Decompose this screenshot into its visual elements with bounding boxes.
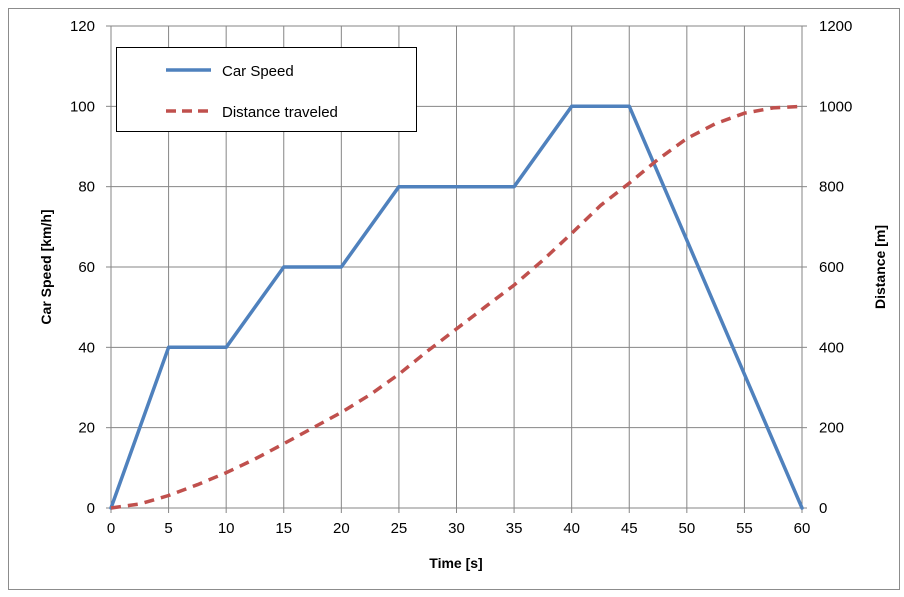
x-tick-label: 0	[107, 520, 115, 537]
series-group	[109, 104, 804, 510]
x-tick-label: 35	[506, 520, 523, 537]
x-tick-label: 5	[164, 520, 172, 537]
y-left-tick-label: 20	[78, 420, 95, 437]
x-tick-label: 45	[621, 520, 638, 537]
y-left-tick-label: 120	[70, 18, 95, 35]
x-tick-label: 60	[794, 520, 811, 537]
x-axis-title: Time [s]	[429, 555, 482, 571]
y-left-tick-label: 60	[78, 259, 95, 276]
y-right-tick-label: 400	[819, 339, 844, 356]
legend: Car Speed Distance traveled	[116, 47, 417, 132]
legend-label-car-speed: Car Speed	[222, 63, 294, 80]
y-right-tick-label: 600	[819, 259, 844, 276]
y-right-tick-label: 1000	[819, 98, 852, 115]
y-left-tick-label: 0	[87, 500, 95, 517]
y-left-tick-label: 80	[78, 179, 95, 196]
y-left-tick-label: 40	[78, 339, 95, 356]
y-left-axis-ticks: 0 20 40 60 80 100 120	[70, 18, 111, 517]
series-line-distance-traveled	[110, 104, 803, 510]
x-tick-label: 50	[678, 520, 695, 537]
x-tick-label: 30	[448, 520, 465, 537]
x-tick-label: 10	[218, 520, 235, 537]
y-left-axis-title: Car Speed [km/h]	[38, 209, 54, 324]
y-right-tick-label: 1200	[819, 18, 852, 35]
x-tick-label: 55	[736, 520, 753, 537]
y-right-axis-title: Distance [m]	[872, 225, 888, 309]
x-axis-ticks: 0 5 10 15 20 25 30 35 40 45 50 55 60	[107, 508, 811, 537]
legend-box	[116, 47, 417, 132]
x-tick-label: 15	[275, 520, 292, 537]
y-right-tick-label: 0	[819, 500, 827, 517]
y-right-tick-label: 800	[819, 179, 844, 196]
x-tick-label: 20	[333, 520, 350, 537]
y-left-tick-label: 100	[70, 98, 95, 115]
x-tick-label: 40	[563, 520, 580, 537]
y-right-axis-ticks: 0 200 400 600 800 1000 1200	[802, 18, 852, 517]
series-line-car-speed	[109, 104, 804, 510]
y-right-tick-label: 200	[819, 420, 844, 437]
legend-label-distance: Distance traveled	[222, 104, 338, 121]
x-tick-label: 25	[391, 520, 408, 537]
